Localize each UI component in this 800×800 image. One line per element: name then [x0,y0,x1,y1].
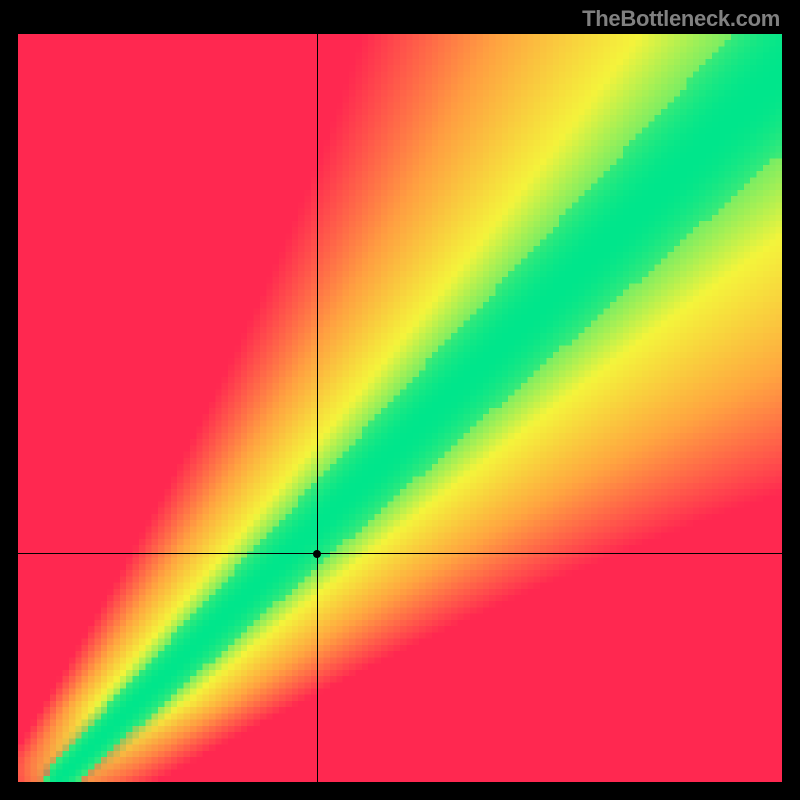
crosshair-horizontal [18,553,782,554]
watermark-text: TheBottleneck.com [582,6,780,32]
chart-container: TheBottleneck.com [0,0,800,800]
crosshair-vertical [317,34,318,782]
bottleneck-heatmap-canvas [18,34,782,782]
